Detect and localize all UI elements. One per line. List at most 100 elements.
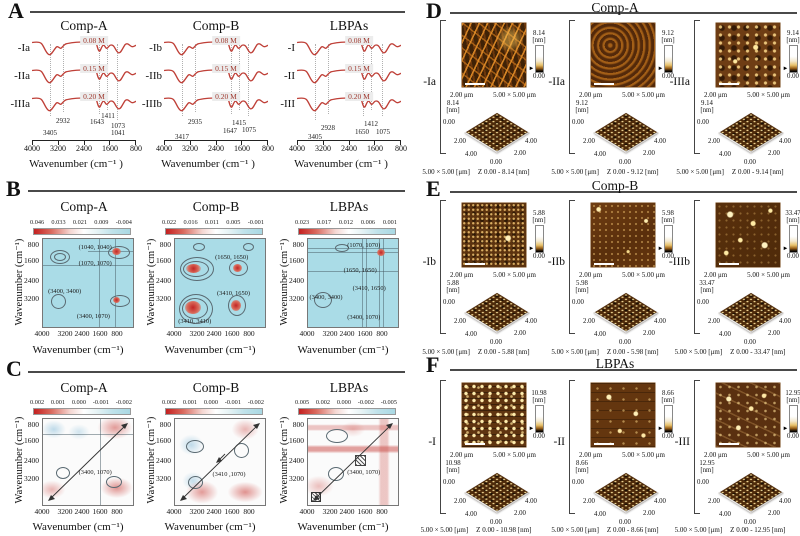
axis-tick: 2.00 [708, 498, 720, 505]
scalebar [594, 443, 614, 445]
cross-peak-label: (3400, 1070) [76, 312, 110, 320]
y-tick: 3200 [156, 474, 171, 483]
afm-column: -Ib 5.88 [nm] ► 0.00 2.00 μm 5.00 × 5.00 μm … [410, 196, 546, 356]
axis-tick: 0.00 [619, 339, 631, 346]
z-max-label: 9.12 [576, 100, 588, 107]
correlation-peak [230, 299, 241, 311]
axis-tick: 4.00 [594, 331, 606, 338]
panel-rule [28, 190, 405, 192]
sample-label: -II [553, 436, 566, 448]
axis-tick: 0.00 [619, 519, 631, 526]
sync-map-comp-b: Comp-B 0.022 0.016 0.011 0.005 -0.001 Wavenu… [138, 196, 268, 366]
afm-2d-image [462, 23, 526, 87]
marker-icon: ► [657, 246, 664, 252]
correlation-map: (1040, 1040) (1070, 1070) (3400, 3400) (… [42, 238, 134, 328]
afm-group-title: LBPAs [595, 356, 635, 371]
axis-tick: 0.00 [490, 519, 502, 526]
gradient-bar: ► [658, 405, 673, 433]
correlation-peak [377, 248, 386, 256]
y-tick: 3200 [289, 474, 304, 483]
bracket [440, 380, 446, 514]
concentration-badge: 0.20 M [212, 92, 240, 101]
correlation-map: (3400, 1070) [42, 418, 134, 506]
concentration-badge: 0.15 M [212, 64, 240, 73]
contour-line [382, 239, 384, 327]
colorbar-labels: 0.002 0.001 0.000 -0.001 -0.002 [30, 399, 132, 406]
contour-line [308, 247, 398, 249]
z-unit-label: [nm] [700, 467, 714, 474]
concentration-badge: 0.20 M [345, 92, 373, 101]
correlation-map: (3410 ,1070) [174, 418, 266, 506]
afm-3d-surface [464, 112, 530, 154]
correlation-map: (3400, 1070) [307, 418, 399, 506]
axis-tick: 4.00 [654, 498, 666, 505]
contour-line [115, 239, 116, 327]
gradient-bar: ► [783, 405, 798, 433]
axis-tick: 4.00 [719, 151, 731, 158]
image-caption: 2.00 μm 5.00 × 5.00 μm [579, 451, 665, 459]
axis-tick: 4.00 [594, 151, 606, 158]
scalebar [719, 443, 739, 445]
contour-blob [229, 260, 248, 277]
scan-caption: 5.00 × 5.00 [μm] Z 0.00 - 5.98 [nm] [551, 348, 659, 356]
x-tick-labels: 4000 3200 2400 1600 800 [166, 507, 255, 516]
subplot-title: Comp-A [60, 380, 108, 395]
afm-group-comp-b: -Ib 5.88 [nm] ► 0.00 2.00 μm 5.00 × 5.00 μm … [0, 196, 800, 358]
contour-line [43, 265, 133, 267]
afm-2d-image [716, 383, 780, 447]
afm-3d-surface [718, 472, 784, 514]
sync-map-lbpas: LBPAs 0.023 0.017 0.012 0.006 0.001 Wavenumb… [271, 196, 401, 366]
correlation-map: (1650, 1650) (3410, 1650) (3410, 3410) [174, 238, 266, 328]
contour-line [99, 419, 101, 505]
z-unit-label: [nm] [446, 107, 460, 114]
axis-tick: 2.00 [643, 150, 655, 157]
axis-tick: 4.00 [465, 511, 477, 518]
subplot-title: LBPAs [329, 199, 369, 214]
y-tick: 1600 [289, 436, 304, 445]
scalebar [465, 443, 485, 445]
y-tick: 2400 [156, 276, 171, 285]
x-axis-label: Wavenumber (cm⁻¹ ) [294, 158, 388, 170]
contour-blob [109, 295, 130, 308]
bracket [440, 20, 446, 154]
axis-tick: 0.00 [744, 159, 756, 166]
axis-tick: 2.00 [643, 330, 655, 337]
guide-line [363, 44, 364, 116]
afm-column: -IIIb 33.47 [nm] ► 0.00 2.00 μm 5.00 × 5.00 … [664, 196, 800, 356]
x-axis-label: Wavenumber (cm⁻¹ ) [29, 158, 123, 170]
guide-line [328, 44, 329, 114]
colorbar [33, 228, 131, 235]
contour-line [308, 252, 398, 254]
contour-line [365, 239, 367, 327]
gradient-bar: ► [658, 45, 673, 73]
sample-label: -IIIa [669, 76, 690, 88]
guide-line [63, 44, 64, 112]
z-max-label: 10.98 [445, 460, 461, 467]
sample-label: -Ib [422, 256, 436, 268]
subplot-title: Comp-B [192, 18, 240, 33]
afm-3d-surface [464, 292, 530, 334]
bracket [569, 20, 575, 154]
x-axis-label: Wavenumber (cm⁻¹) [297, 521, 389, 533]
concentration-badge: 0.15 M [80, 64, 108, 73]
peak-label: 1643 [90, 118, 104, 126]
contour-line [362, 239, 363, 327]
z-unit-label: [nm] [446, 287, 460, 294]
x-tick-labels: 4000 3200 2400 1600 800 [156, 144, 274, 153]
afm-2d-image [462, 383, 526, 447]
cross-peak-label: (3400, 1070) [78, 468, 112, 476]
y-tick: 800 [27, 420, 39, 429]
height-scale: 9.12 [nm] ► 0.00 [657, 30, 675, 80]
x-axis-label: Wavenumber (cm⁻¹) [32, 344, 124, 356]
x-tick-labels: 4000 3200 2400 1600 800 [24, 144, 142, 153]
contour-blob [314, 291, 333, 308]
z-max-label: 33.47 [699, 280, 715, 287]
colorbar-labels: 0.005 0.002 0.000 -0.002 -0.005 [295, 399, 397, 406]
panel-e-label: E [426, 176, 441, 201]
axis-tick: 2.00 [454, 498, 466, 505]
cross-peak-label: (3410, 3410) [178, 318, 212, 326]
bracket [694, 380, 700, 514]
scalebar [719, 263, 739, 265]
cross-peak-label: (3400, 1070) [347, 313, 381, 321]
afm-2d-image [591, 23, 655, 87]
